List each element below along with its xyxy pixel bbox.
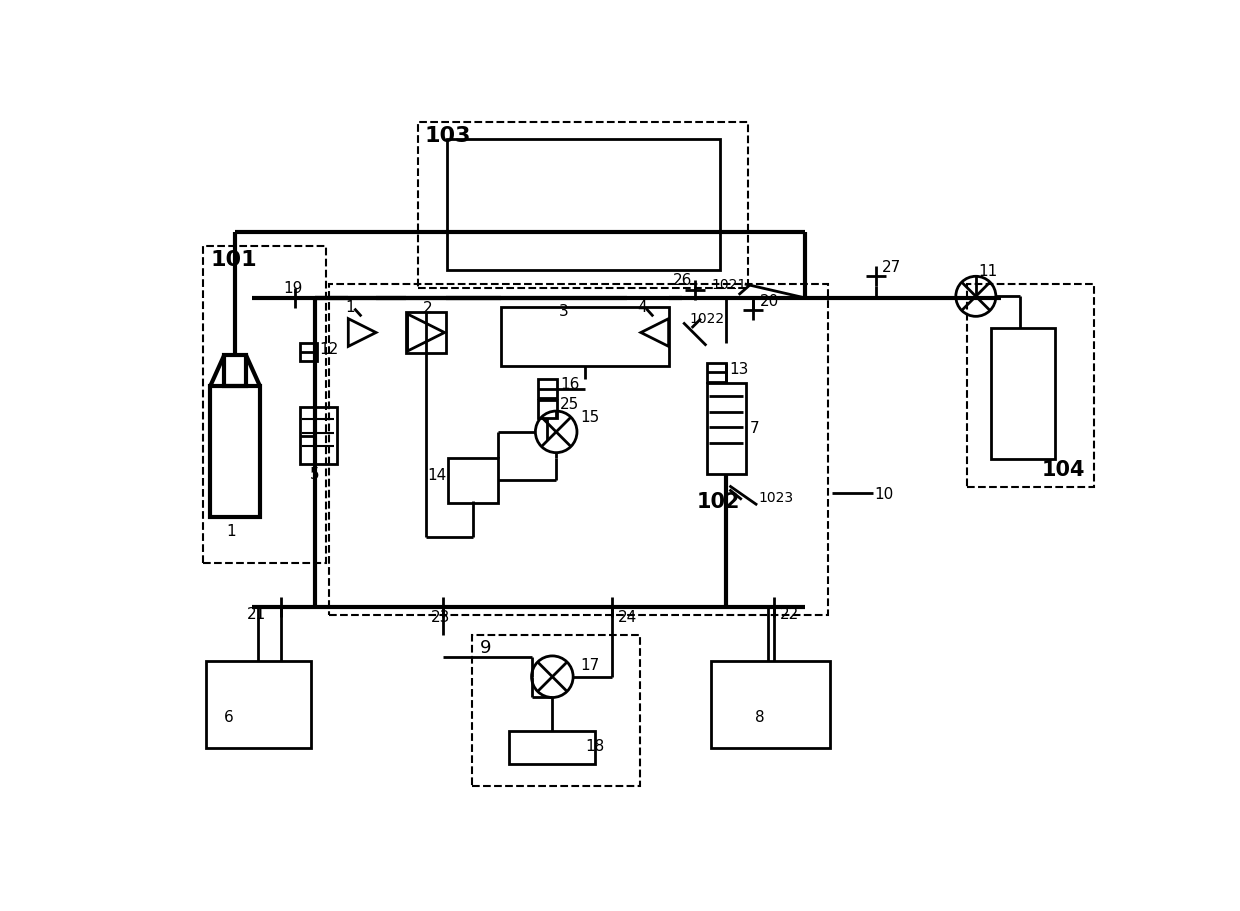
Bar (203, 246, 326, 563)
Text: 1021: 1021 (711, 278, 746, 292)
Text: 19: 19 (283, 281, 303, 295)
Text: 1022: 1022 (689, 312, 724, 325)
Text: 26: 26 (672, 272, 692, 288)
Bar (538, 400, 557, 418)
Text: 9: 9 (480, 639, 491, 657)
Bar (300, 344, 316, 362)
Text: 24: 24 (618, 609, 637, 624)
Text: 8: 8 (755, 710, 765, 724)
Text: 6: 6 (223, 710, 233, 724)
Text: 5: 5 (310, 466, 320, 481)
Text: 16: 16 (560, 376, 579, 392)
Text: 18: 18 (585, 739, 605, 753)
Bar (206, 661, 310, 748)
Text: 12: 12 (320, 342, 339, 357)
Bar (418, 123, 748, 289)
Text: 1: 1 (345, 300, 355, 314)
Bar (711, 661, 830, 748)
Text: 20: 20 (760, 294, 780, 309)
Bar (472, 636, 640, 786)
Text: 27: 27 (882, 260, 901, 274)
Text: 1: 1 (226, 523, 236, 538)
Text: 22: 22 (780, 607, 800, 621)
Bar (405, 313, 446, 353)
Text: 102: 102 (697, 492, 740, 512)
Text: 13: 13 (729, 362, 749, 377)
Bar (991, 329, 1055, 459)
Text: 14: 14 (428, 467, 446, 482)
Text: 11: 11 (978, 263, 997, 279)
Text: 17: 17 (580, 657, 599, 672)
Bar (446, 140, 720, 271)
Text: 23: 23 (430, 609, 450, 624)
Text: 4: 4 (637, 300, 647, 314)
Text: 15: 15 (580, 409, 599, 425)
Bar (967, 284, 1094, 487)
Text: 104: 104 (1042, 459, 1085, 479)
Bar (300, 408, 337, 465)
Bar (211, 386, 259, 517)
Text: 10: 10 (874, 486, 894, 501)
Text: 2: 2 (423, 301, 433, 315)
Bar (538, 380, 557, 398)
Bar (707, 384, 745, 475)
Bar (510, 731, 595, 764)
Text: 103: 103 (424, 127, 471, 147)
Bar (224, 355, 246, 386)
Bar (329, 284, 828, 616)
Text: 21: 21 (247, 607, 265, 621)
Text: 1023: 1023 (759, 491, 794, 505)
Bar (501, 308, 668, 366)
Bar (707, 363, 727, 383)
Text: 101: 101 (211, 250, 257, 270)
Bar (448, 458, 498, 503)
Text: 3: 3 (558, 304, 568, 319)
Text: 25: 25 (560, 396, 579, 412)
Text: 7: 7 (749, 421, 759, 436)
